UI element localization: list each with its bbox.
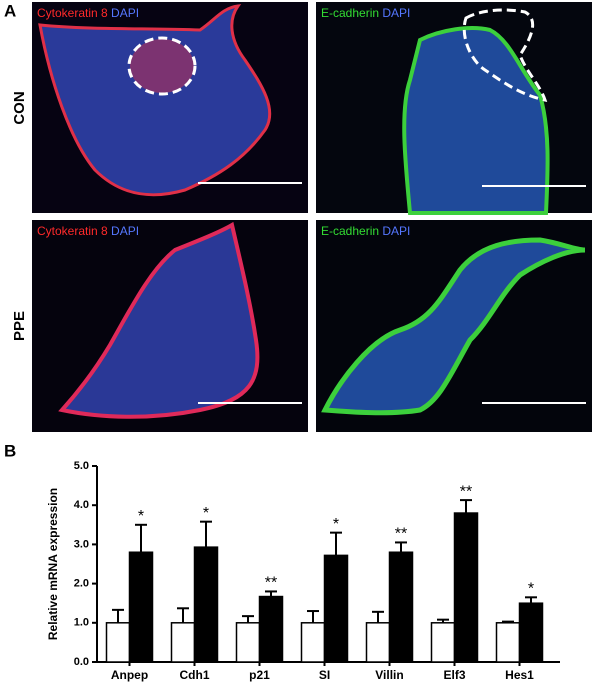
x-tick-label: Villin bbox=[375, 668, 403, 682]
y-tick-label: 1.0 bbox=[74, 617, 89, 629]
micrograph bbox=[316, 220, 592, 432]
y-tick-label: 0.0 bbox=[74, 656, 89, 668]
x-tick-label: Anpep bbox=[111, 668, 148, 682]
y-axis-label: Relative mRNA expression bbox=[46, 488, 60, 640]
bar bbox=[365, 622, 391, 663]
stain-name: DAPI bbox=[111, 6, 139, 20]
stain-label: E-cadherin DAPI bbox=[321, 6, 410, 20]
x-tick-label: Elf3 bbox=[443, 668, 465, 682]
stain-name: Cytokeratin 8 bbox=[37, 6, 108, 20]
bar bbox=[300, 622, 326, 663]
micrograph bbox=[32, 220, 308, 432]
bar bbox=[518, 602, 544, 663]
x-tick-label: p21 bbox=[249, 668, 270, 682]
micrograph bbox=[316, 2, 592, 215]
stain-label: Cytokeratin 8 DAPI bbox=[37, 6, 139, 20]
bar bbox=[323, 554, 349, 663]
bar bbox=[430, 622, 456, 663]
bar bbox=[193, 546, 219, 663]
significance: * bbox=[138, 508, 144, 525]
y-tick-label: 5.0 bbox=[74, 460, 89, 472]
bar bbox=[495, 622, 521, 663]
significance: ** bbox=[265, 575, 277, 592]
bar bbox=[453, 512, 479, 663]
significance: * bbox=[528, 581, 534, 598]
row-label: CON bbox=[11, 91, 28, 124]
significance: * bbox=[333, 516, 339, 533]
y-tick-label: 2.0 bbox=[74, 578, 89, 590]
bar-chart: 0.0 1.0 2.0 3.0 4.0 5.0 Anpep * Cdh1 * p21 ** SI * Vil… bbox=[74, 460, 560, 682]
x-tick-label: Hes1 bbox=[505, 668, 534, 682]
panel-label: B bbox=[4, 441, 16, 460]
stain-label: Cytokeratin 8 DAPI bbox=[37, 224, 139, 238]
y-tick-label: 3.0 bbox=[74, 538, 89, 550]
y-tick-label: 4.0 bbox=[74, 499, 89, 511]
stain-name: Cytokeratin 8 bbox=[37, 224, 108, 238]
x-tick-label: SI bbox=[319, 668, 330, 682]
significance: ** bbox=[460, 483, 472, 500]
micrograph bbox=[32, 2, 308, 213]
stain-name: DAPI bbox=[111, 224, 139, 238]
bar bbox=[388, 551, 414, 663]
stain-name: DAPI bbox=[382, 6, 410, 20]
stain-label: E-cadherin DAPI bbox=[321, 224, 410, 238]
significance: * bbox=[203, 505, 209, 522]
bar bbox=[170, 622, 196, 663]
bar bbox=[105, 622, 131, 663]
bar bbox=[128, 551, 154, 663]
stain-name: DAPI bbox=[382, 224, 410, 238]
bar bbox=[235, 622, 261, 663]
row-label: PPE bbox=[11, 311, 28, 341]
stain-name: E-cadherin bbox=[321, 6, 379, 20]
bar bbox=[258, 595, 284, 663]
significance: ** bbox=[395, 526, 407, 543]
stain-name: E-cadherin bbox=[321, 224, 379, 238]
x-tick-label: Cdh1 bbox=[180, 668, 210, 682]
panel-label: A bbox=[4, 1, 16, 20]
